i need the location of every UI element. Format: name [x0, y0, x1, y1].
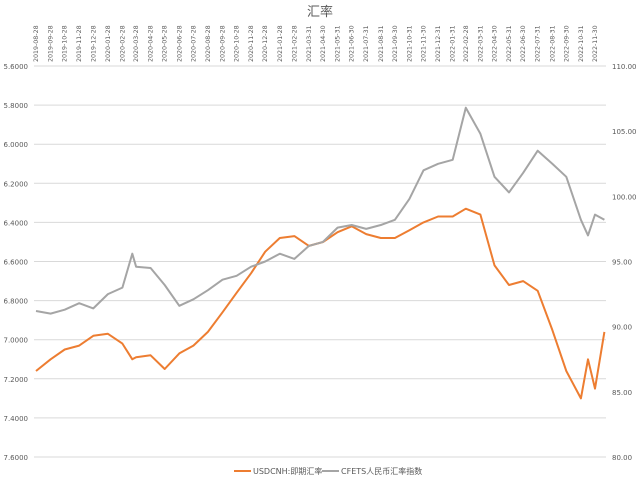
x-tick-label: 2019-12-28 — [90, 25, 97, 62]
x-tick-label: 2022-08-31 — [549, 25, 556, 62]
x-tick-label: 2019-11-28 — [76, 25, 83, 62]
right-axis-ticks: 80.00 85.00 90.00 95.00 100.00 105.00 110.00 — [612, 63, 637, 462]
left-tick-label: 6.8000 — [4, 298, 29, 306]
x-tick-label: 2021-02-28 — [291, 25, 298, 62]
x-tick-label: 2020-08-28 — [205, 25, 212, 62]
series-line-cfets — [35, 106, 605, 315]
x-tick-label: 2020-07-28 — [190, 25, 197, 62]
x-tick-label: 2021-05-31 — [335, 25, 342, 62]
x-tick-label: 2021-11-30 — [421, 25, 428, 62]
left-tick-label: 7.0000 — [4, 337, 29, 345]
x-tick-label: 2020-05-28 — [162, 25, 169, 62]
x-tick-label: 2021-08-31 — [378, 25, 385, 62]
left-tick-label: 7.2000 — [4, 376, 29, 384]
left-tick-label: 7.4000 — [4, 415, 29, 423]
left-tick-label: 7.6000 — [4, 454, 29, 462]
x-tick-label: 2020-10-28 — [234, 25, 241, 62]
legend-label-cfets: CFETS人民币汇率指数 — [341, 466, 422, 476]
x-tick-label: 2021-09-30 — [392, 25, 399, 62]
x-tick-label: 2020-11-28 — [248, 25, 255, 62]
series-lines — [35, 106, 606, 400]
x-tick-label: 2021-10-31 — [406, 25, 413, 62]
x-tick-label: 2022-02-28 — [463, 25, 470, 62]
x-tick-label: 2022-05-31 — [506, 25, 513, 62]
x-tick-label: 2022-04-30 — [491, 25, 498, 62]
left-tick-label: 5.6000 — [4, 63, 29, 71]
x-tick-label: 2021-03-31 — [306, 25, 313, 62]
x-tick-label: 2022-01-31 — [450, 25, 457, 62]
x-tick-label: 2019-10-28 — [62, 25, 69, 62]
chart-title: 汇率 — [307, 4, 333, 20]
x-tick-label: 2022-10-31 — [578, 25, 585, 62]
left-tick-label: 6.0000 — [4, 141, 29, 149]
right-tick-label: 105.00 — [612, 128, 637, 136]
x-tick-label: 2022-09-30 — [563, 25, 570, 62]
x-tick-label: 2020-02-28 — [119, 25, 126, 62]
x-tick-label: 2021-07-31 — [363, 25, 370, 62]
x-tick-label: 2022-06-30 — [520, 25, 527, 62]
left-axis-ticks: 5.6000 5.8000 6.0000 6.2000 6.4000 6.6000 6.80… — [4, 63, 29, 462]
x-tick-label: 2019-08-28 — [33, 25, 40, 62]
x-tick-label: 2019-09-28 — [48, 25, 55, 62]
x-tick-label: 2021-01-28 — [277, 25, 284, 62]
left-tick-label: 6.6000 — [4, 259, 29, 267]
x-tick-label: 2020-03-28 — [133, 25, 140, 62]
legend: USDCNH:即期汇率 CFETS人民币汇率指数 — [234, 466, 422, 476]
x-tick-label: 2020-06-28 — [176, 25, 183, 62]
legend-label-usdcnh: USDCNH:即期汇率 — [253, 466, 322, 476]
right-tick-label: 95.00 — [612, 259, 632, 267]
x-tick-label: 2021-04-30 — [320, 25, 327, 62]
gridlines — [34, 65, 606, 458]
x-tick-label: 2021-12-31 — [435, 25, 442, 62]
right-tick-label: 90.00 — [612, 324, 632, 332]
x-tick-label: 2020-12-28 — [262, 25, 269, 62]
right-tick-label: 80.00 — [612, 454, 632, 462]
x-tick-label: 2020-04-28 — [148, 25, 155, 62]
x-tick-label: 2020-01-28 — [105, 25, 112, 62]
x-tick-label: 2022-03-31 — [477, 25, 484, 62]
left-tick-label: 6.2000 — [4, 180, 29, 188]
x-axis-ticks: 2019-08-28 2019-09-28 2019-10-28 2019-11-28… — [33, 25, 599, 62]
right-tick-label: 100.00 — [612, 193, 637, 201]
right-tick-label: 85.00 — [612, 389, 632, 397]
series-line-usdcnh — [35, 207, 606, 400]
x-tick-label: 2020-09-28 — [219, 25, 226, 62]
left-tick-label: 5.8000 — [4, 102, 29, 110]
x-tick-label: 2022-07-31 — [535, 25, 542, 62]
x-tick-label: 2021-06-30 — [349, 25, 356, 62]
right-tick-label: 110.00 — [612, 63, 637, 71]
x-tick-label: 2022-11-30 — [592, 25, 599, 62]
left-tick-label: 6.4000 — [4, 219, 29, 227]
